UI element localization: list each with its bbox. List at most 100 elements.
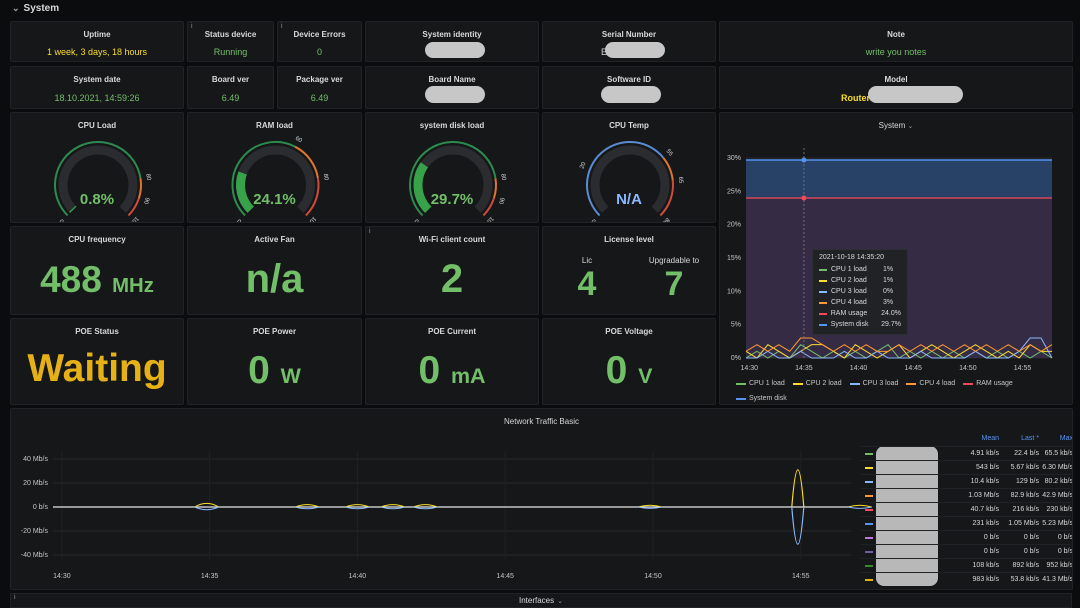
legend-last: 0 b/s [1023,534,1039,541]
row-header-interfaces[interactable]: i Interfaces ⌄ [10,593,1072,608]
panel-title[interactable]: System ⌄ [720,121,1072,130]
legend-mean: 1.03 Mb/s [968,492,999,499]
x-tick-label: 14:40 [349,573,367,580]
info-icon[interactable]: i [281,23,283,30]
license-up-label: Upgradable to [648,256,700,265]
legend-max: 41.3 Mb/s [1042,576,1073,583]
tooltip-series-name: RAM usage [830,310,868,317]
legend-item[interactable]: System disk [736,393,787,404]
panel-board-ver: Board ver 6.49 [187,66,274,109]
license-lic-label: Lic [581,256,593,265]
x-tick-label: 14:55 [1014,365,1032,372]
gauge-tick-label: 100 [483,215,495,223]
series-traffic-bump [847,506,872,509]
y-tick-label: 5% [731,322,741,329]
legend-last: 216 kb/s [1012,506,1039,513]
tooltip-row: System disk 29.7% [819,319,901,330]
tooltip-time: 2021-10-18 14:35:20 [819,254,884,261]
legend-row[interactable]: 231 kb/s 1.05 Mb/s 5.23 Mb/s [861,516,1072,530]
x-tick-label: 14:50 [959,365,977,372]
series-color-swatch [819,268,827,271]
gauge-tick-label: 100 [305,215,317,223]
gauge-tick-label: 90 [497,196,505,205]
series-cpu-load [746,337,1053,359]
legend-max: 6.30 Mb/s [1042,464,1073,471]
gauge-threshold-band [662,157,674,181]
legend-row[interactable]: 0 b/s 0 b/s 0 b/s [861,544,1072,558]
panel-gauge-disk-load: system disk load 0 80 90 100 29.7% [365,112,539,223]
info-icon[interactable]: i [369,228,371,235]
poe-power-number: 0 [248,349,270,392]
series-traffic-bump [294,504,320,508]
x-tick-label: 14:30 [53,573,71,580]
panel-title: Network Traffic Basic [504,417,579,426]
tooltip-series-value: 29.7% [881,321,901,328]
legend-row[interactable]: 108 kb/s 892 kb/s 952 kb/s [861,558,1072,572]
network-chart-plot[interactable]: 40 Mb/s 20 Mb/s 0 b/s -20 Mb/s -40 Mb/s 14:30… [11,409,1073,590]
legend-item[interactable]: CPU 1 load [736,378,785,390]
legend-label: CPU 4 load [919,380,956,387]
series-color-swatch [865,537,873,539]
legend-row[interactable]: 10.4 kb/s 129 b/s 80.2 kb/s [861,474,1072,488]
network-chart-legend: Mean Last * Max 4.91 kb/s 22.4 b/s 65.5 kb/s 5… [861,435,1073,586]
panel-title: Uptime [83,30,111,39]
legend-label: CPU 2 load [805,380,842,387]
poe-voltage-value: 0 V [543,349,715,393]
panel-board-name: Board Name [365,66,539,109]
chevron-down-icon[interactable]: ⌄ [557,597,563,605]
info-icon[interactable]: i [191,23,193,30]
tooltip-row: CPU 1 load 1% [819,264,901,275]
panel-network-traffic: Network Traffic Basic 40 Mb/s 20 Mb/s 0 b/… [10,408,1073,590]
legend-label: CPU 3 load [862,380,899,387]
y-tick-label: -40 Mb/s [21,552,49,559]
poe-current-number: 0 [418,349,441,392]
row-header-system[interactable]: ⌄ System [0,0,1080,16]
legend-header-max[interactable]: Max [1059,435,1073,442]
panel-title: System date [73,75,121,84]
legend-header-last[interactable]: Last * [1021,435,1039,442]
legend-row[interactable]: 40.7 kb/s 216 kb/s 230 kb/s [861,502,1072,516]
legend-mean: 108 kb/s [972,562,999,569]
series-color-swatch [819,312,827,315]
legend-max: 0 b/s [1057,534,1073,541]
panel-cpu-frequency: CPU frequency 488 MHz [10,226,184,315]
legend-item[interactable]: CPU 2 load [792,378,842,390]
legend-item[interactable]: RAM usage [963,378,1013,390]
series-traffic-bump [295,506,320,510]
panel-title: RAM load [256,121,293,130]
tooltip-series-value: 1% [883,266,894,273]
legend-row[interactable]: 543 b/s 5.67 kb/s 6.30 Mb/s [861,460,1073,474]
legend-row[interactable]: 1.03 Mb/s 82.9 kb/s 42.9 Mb/s [861,488,1072,502]
info-icon[interactable]: i [14,594,16,601]
panel-poe-current: POE Current 0 mA [365,318,539,405]
series-color-swatch [865,565,873,567]
series-color-swatch [963,383,974,385]
series-traffic-bump [637,506,663,509]
x-tick-label: 14:30 [741,365,759,372]
panel-serial-number: Serial Number E [542,21,716,62]
legend-row[interactable]: 0 b/s 0 b/s 0 b/s [861,530,1073,544]
panel-title: POE Current [427,327,476,336]
y-tick-label: 25% [727,188,741,195]
legend-item[interactable]: CPU 4 load [906,378,955,390]
panel-title: Status device [204,30,257,39]
legend-item[interactable]: CPU 3 load [849,378,899,390]
chevron-down-icon[interactable]: ⌄ [907,123,914,130]
series-traffic-bump [345,504,370,508]
y-tick-label: 0% [731,355,741,362]
legend-header-mean[interactable]: Mean [981,435,999,442]
panel-title: CPU Load [77,121,117,130]
series-color-swatch [865,523,873,525]
uptime-value: 1 week, 3 days, 18 hours [46,47,148,57]
poe-status-value: Waiting [27,347,167,390]
chevron-down-icon[interactable]: ⌄ [12,2,20,13]
panel-wifi-clients: i Wi-Fi client count 2 [365,226,539,315]
tooltip-series-name: System disk [830,321,869,328]
gauge-value: 24.1% [253,191,296,208]
series-color-swatch [865,579,873,581]
legend-row[interactable]: 4.91 kb/s 22.4 b/s 65.5 kb/s [861,446,1072,460]
system-chart-title: System [878,121,906,130]
interfaces-title: Interfaces [518,596,555,605]
legend-row[interactable]: 983 kb/s 53.8 kb/s 41.3 Mb/s [861,572,1073,586]
legend-header: Mean Last * Max [861,435,1073,446]
